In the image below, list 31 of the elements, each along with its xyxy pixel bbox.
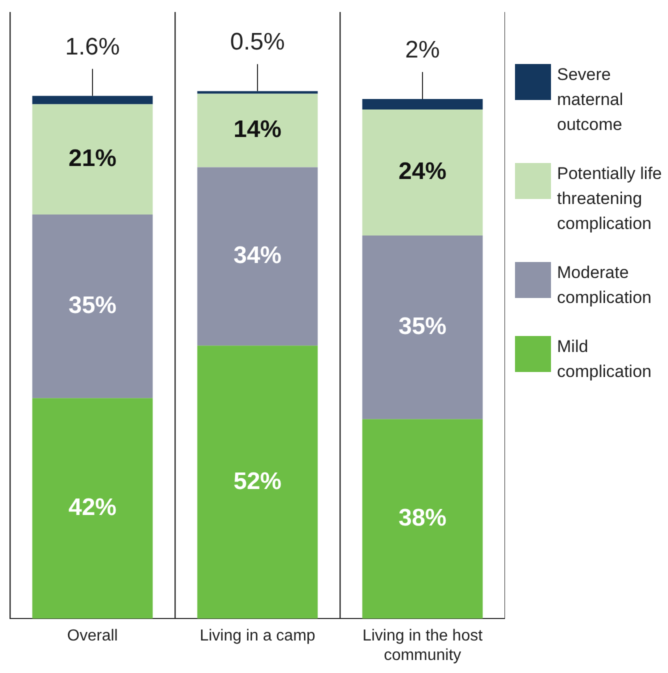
bar (32, 104, 153, 214)
data-label: 34% (233, 242, 282, 270)
data-label: 2% (405, 36, 440, 64)
legend-label: Potentially life threatening complication (557, 163, 663, 235)
data-label: 52% (233, 468, 282, 495)
bar (197, 346, 318, 619)
bar (362, 419, 483, 619)
bar (32, 214, 153, 398)
data-label: 24% (398, 158, 447, 186)
bar (362, 98, 483, 110)
bar (197, 91, 318, 94)
bar (362, 109, 483, 236)
x-tick-label: Living in the host community (362, 628, 484, 664)
bar (32, 96, 153, 104)
data-label: 21% (68, 144, 117, 172)
data-label: 35% (68, 292, 117, 319)
data-label: 0.5% (230, 28, 285, 56)
legend-label: Moderate complication (557, 262, 652, 309)
data-label: 14% (233, 116, 282, 144)
data-label: 35% (398, 312, 447, 340)
bar (197, 167, 318, 346)
data-label: 42% (68, 494, 117, 522)
bar (32, 398, 153, 619)
data-label: 1.6% (65, 33, 120, 60)
bar (197, 94, 318, 168)
bar (362, 235, 483, 420)
data-label: 38% (398, 504, 447, 532)
x-tick-label: Living in a camp (200, 628, 316, 645)
legend-label: Severe maternal outcome (557, 64, 624, 136)
x-tick-label: Overall (67, 628, 118, 645)
legend-label: Mild complication (557, 336, 652, 383)
